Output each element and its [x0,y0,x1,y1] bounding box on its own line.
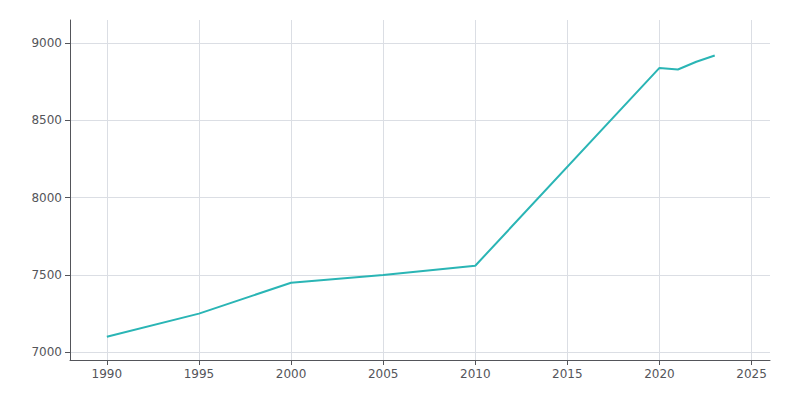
svg-text:1995: 1995 [184,367,215,381]
svg-text:2000: 2000 [276,367,307,381]
svg-text:2015: 2015 [552,367,583,381]
svg-text:9000: 9000 [31,36,62,50]
svg-text:1990: 1990 [92,367,123,381]
svg-text:8500: 8500 [31,113,62,127]
svg-text:2020: 2020 [644,367,675,381]
svg-text:7000: 7000 [31,345,62,359]
svg-text:2025: 2025 [736,367,767,381]
svg-text:8000: 8000 [31,191,62,205]
svg-text:7500: 7500 [31,268,62,282]
svg-text:2005: 2005 [368,367,399,381]
svg-text:2010: 2010 [460,367,491,381]
